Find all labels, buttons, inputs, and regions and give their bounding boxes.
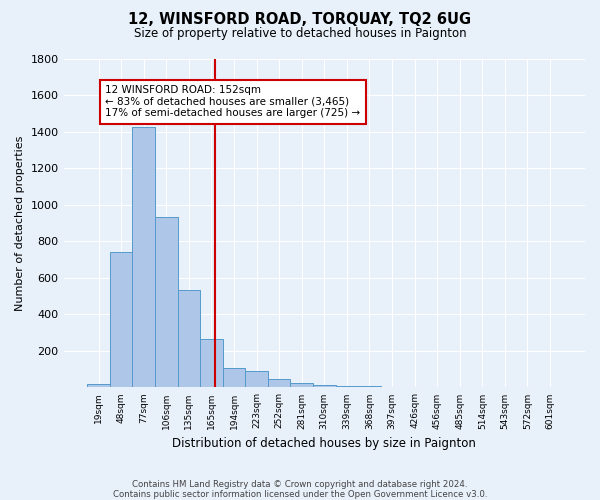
Bar (335, 386, 358, 388)
Y-axis label: Number of detached properties: Number of detached properties (15, 136, 25, 311)
Bar (133, 126, 155, 388)
Bar (200, 339, 223, 388)
Bar (245, 371, 268, 388)
Bar (87, 384, 110, 388)
Text: Contains public sector information licensed under the Open Government Licence v3: Contains public sector information licen… (113, 490, 487, 499)
Bar (155, 217, 178, 388)
Bar (110, 252, 133, 388)
X-axis label: Distribution of detached houses by size in Paignton: Distribution of detached houses by size … (172, 437, 476, 450)
Text: 12, WINSFORD ROAD, TORQUAY, TQ2 6UG: 12, WINSFORD ROAD, TORQUAY, TQ2 6UG (128, 12, 472, 28)
Bar (178, 290, 200, 388)
Bar (381, 386, 403, 388)
Bar (313, 384, 335, 388)
Bar (358, 386, 381, 388)
Bar (223, 368, 245, 388)
Text: Contains HM Land Registry data © Crown copyright and database right 2024.: Contains HM Land Registry data © Crown c… (132, 480, 468, 489)
Text: Size of property relative to detached houses in Paignton: Size of property relative to detached ho… (134, 28, 466, 40)
Text: 12 WINSFORD ROAD: 152sqm
← 83% of detached houses are smaller (3,465)
17% of sem: 12 WINSFORD ROAD: 152sqm ← 83% of detach… (105, 86, 361, 118)
Bar (268, 379, 290, 388)
Bar (290, 382, 313, 388)
